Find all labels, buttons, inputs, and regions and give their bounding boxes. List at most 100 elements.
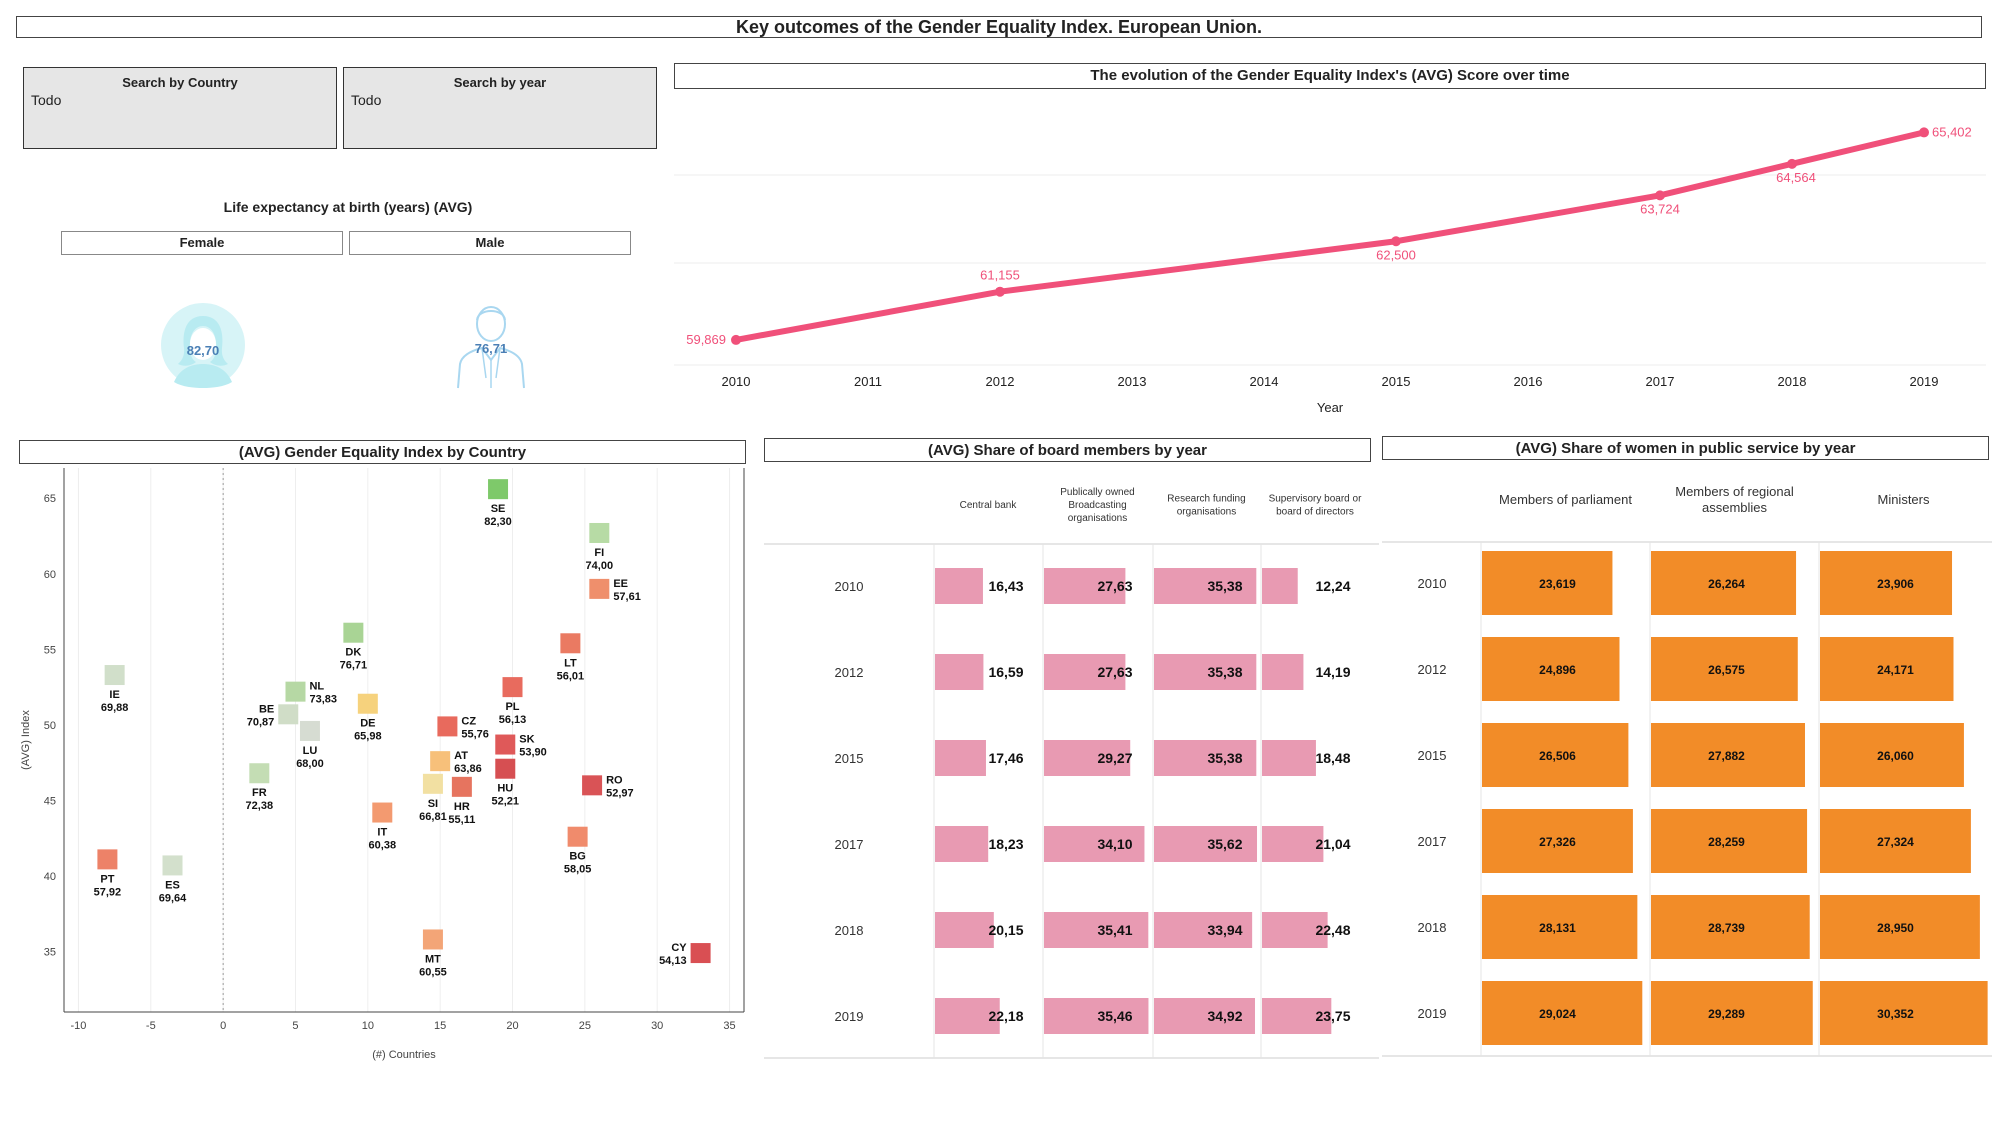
table-bar[interactable] xyxy=(935,826,989,862)
country-marker-hu[interactable] xyxy=(495,758,516,779)
table-cell-value: 26,575 xyxy=(1708,663,1745,677)
evolution-data-label: 61,155 xyxy=(980,268,1020,283)
country-marker-ro[interactable] xyxy=(582,775,603,796)
table-bar[interactable] xyxy=(1482,723,1629,787)
table-bar[interactable] xyxy=(1820,981,1988,1045)
table-row-year: 2012 xyxy=(1418,662,1447,677)
table-bar[interactable] xyxy=(1651,637,1798,701)
country-marker-lu[interactable] xyxy=(299,720,320,741)
table-bar[interactable] xyxy=(1044,568,1126,604)
country-marker-hr[interactable] xyxy=(451,776,472,797)
table-cell-value: 26,506 xyxy=(1539,749,1576,763)
table-bar[interactable] xyxy=(1154,998,1255,1034)
table-bar[interactable] xyxy=(1651,723,1805,787)
line-x-tick: 2014 xyxy=(1250,374,1279,389)
evolution-point[interactable] xyxy=(1919,127,1929,138)
country-marker-fi[interactable] xyxy=(589,522,610,543)
table-bar[interactable] xyxy=(1820,637,1954,701)
table-bar[interactable] xyxy=(1044,998,1149,1034)
table-bar[interactable] xyxy=(1820,551,1953,615)
country-marker-se[interactable] xyxy=(488,479,509,500)
country-marker-ee[interactable] xyxy=(589,578,610,599)
table-bar[interactable] xyxy=(1482,809,1633,873)
table-bar[interactable] xyxy=(1154,826,1258,862)
country-marker-fr[interactable] xyxy=(249,763,270,784)
table-bar[interactable] xyxy=(1820,809,1971,873)
evolution-point[interactable] xyxy=(731,334,741,345)
table-bar[interactable] xyxy=(1262,740,1316,776)
table-bar[interactable] xyxy=(1044,826,1145,862)
country-marker-bg[interactable] xyxy=(567,826,588,847)
table-bar[interactable] xyxy=(1262,568,1298,604)
board-members-table: Central bank Publically owned Broadcasting… xyxy=(764,487,1379,1059)
country-value-label: 65,98 xyxy=(354,731,382,743)
scatter-y-tick: 55 xyxy=(44,644,56,656)
country-chart-title: (AVG) Gender Equality Index by Country xyxy=(19,440,746,464)
country-marker-es[interactable] xyxy=(162,855,183,876)
evolution-point[interactable] xyxy=(1655,190,1665,201)
table-bar[interactable] xyxy=(1154,912,1253,948)
table-bar[interactable] xyxy=(1482,551,1613,615)
table-bar[interactable] xyxy=(1044,654,1126,690)
table-bar[interactable] xyxy=(1262,998,1332,1034)
country-marker-nl[interactable] xyxy=(285,681,306,702)
country-filter[interactable]: Search by Country Todo xyxy=(23,67,337,149)
country-marker-at[interactable] xyxy=(430,751,451,772)
country-marker-cy[interactable] xyxy=(690,943,711,964)
table-bar[interactable] xyxy=(1820,723,1964,787)
table-bar[interactable] xyxy=(1154,740,1257,776)
table-bar[interactable] xyxy=(1044,740,1131,776)
table-bar[interactable] xyxy=(1262,826,1324,862)
table-row-year: 2018 xyxy=(1418,920,1447,935)
table-bar[interactable] xyxy=(1651,895,1810,959)
country-marker-sk[interactable] xyxy=(495,734,516,755)
country-marker-ie[interactable] xyxy=(104,665,125,686)
table-cell-value: 33,94 xyxy=(1207,922,1242,938)
table-bar[interactable] xyxy=(1651,551,1797,615)
table-bar[interactable] xyxy=(1262,654,1304,690)
year-filter-value[interactable]: Todo xyxy=(351,92,382,108)
country-marker-pl[interactable] xyxy=(502,677,523,698)
country-filter-value[interactable]: Todo xyxy=(31,92,62,108)
country-marker-pt[interactable] xyxy=(97,849,118,870)
table-row-year: 2010 xyxy=(1418,576,1447,591)
country-marker-dk[interactable] xyxy=(343,622,364,643)
country-marker-cz[interactable] xyxy=(437,716,458,737)
country-marker-mt[interactable] xyxy=(422,929,443,950)
scatter-y-tick: 65 xyxy=(44,493,56,505)
table-bar[interactable] xyxy=(1044,912,1149,948)
year-filter[interactable]: Search by year Todo xyxy=(343,67,657,149)
table-bar[interactable] xyxy=(1262,912,1328,948)
country-marker-de[interactable] xyxy=(357,693,378,714)
table-bar[interactable] xyxy=(1482,981,1643,1045)
country-value-label: 52,97 xyxy=(606,787,634,799)
table-cell-value: 27,324 xyxy=(1877,835,1914,849)
table-cell-value: 35,46 xyxy=(1097,1008,1132,1024)
female-life-value: 82,70 xyxy=(187,343,220,358)
table-bar[interactable] xyxy=(1154,568,1257,604)
country-marker-lt[interactable] xyxy=(560,633,581,654)
table-column-header: Supervisory board or xyxy=(1269,494,1362,505)
table-bar[interactable] xyxy=(1820,895,1980,959)
country-marker-si[interactable] xyxy=(422,773,443,794)
table-bar[interactable] xyxy=(935,998,1000,1034)
evolution-line-chart: 2010 2011 2012 2013 2014 2015 2016 2017 2018 2019… xyxy=(674,124,1986,415)
table-bar[interactable] xyxy=(935,568,983,604)
evolution-point[interactable] xyxy=(1787,158,1797,169)
table-bar[interactable] xyxy=(1482,637,1620,701)
country-marker-it[interactable] xyxy=(372,802,393,823)
country-marker-be[interactable] xyxy=(278,704,299,725)
table-bar[interactable] xyxy=(935,912,994,948)
table-cell-value: 27,326 xyxy=(1539,835,1576,849)
evolution-point[interactable] xyxy=(1391,236,1401,247)
male-tab[interactable]: Male xyxy=(349,231,631,255)
evolution-point[interactable] xyxy=(995,286,1005,297)
table-column-header: Central bank xyxy=(960,500,1018,511)
table-bar[interactable] xyxy=(935,654,984,690)
table-bar[interactable] xyxy=(1154,654,1257,690)
table-bar[interactable] xyxy=(1482,895,1638,959)
table-bar[interactable] xyxy=(935,740,986,776)
table-bar[interactable] xyxy=(1651,809,1808,873)
table-bar[interactable] xyxy=(1651,981,1813,1045)
female-tab[interactable]: Female xyxy=(61,231,343,255)
